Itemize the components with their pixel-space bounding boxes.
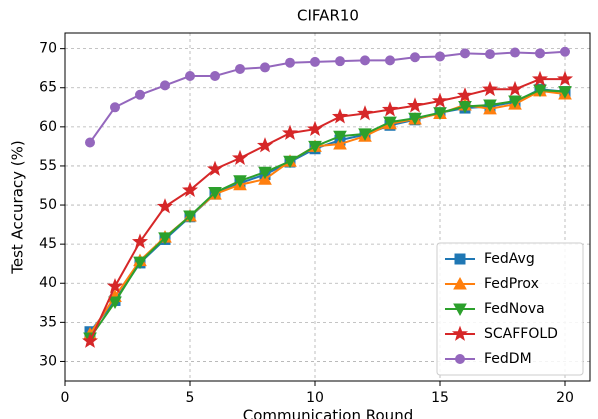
marker	[106, 277, 124, 294]
marker	[431, 92, 449, 108]
legend: FedAvg FedProx FedNova SCAFFOLD FedDM	[436, 242, 584, 376]
x-tick-label: 5	[186, 390, 195, 406]
marker	[333, 137, 347, 150]
marker	[453, 303, 467, 317]
y-tick-label: 35	[39, 314, 57, 330]
marker	[531, 70, 549, 86]
y-tick-label: 70	[39, 41, 57, 57]
marker	[451, 325, 469, 341]
marker	[356, 105, 374, 121]
marker	[533, 84, 547, 98]
y-tick-label: 60	[39, 119, 57, 135]
legend-label: SCAFFOLD	[484, 326, 558, 342]
y-tick-label: 30	[39, 353, 57, 369]
legend-label: FedNova	[484, 301, 545, 317]
marker	[81, 332, 99, 348]
marker	[183, 210, 197, 224]
marker	[485, 49, 495, 60]
marker	[381, 101, 399, 117]
x-tick-label: 10	[306, 390, 324, 406]
marker	[235, 63, 245, 74]
marker	[454, 253, 466, 265]
marker	[210, 71, 220, 82]
marker	[181, 181, 199, 198]
marker	[558, 86, 572, 99]
marker	[408, 112, 422, 126]
y-tick-label: 50	[39, 197, 57, 213]
y-tick-label: 45	[39, 236, 57, 252]
marker	[453, 276, 467, 290]
marker	[108, 296, 122, 310]
chart-title: CIFAR10	[297, 7, 359, 25]
marker	[158, 232, 172, 245]
marker	[510, 47, 520, 58]
marker	[481, 80, 499, 97]
marker	[160, 80, 170, 91]
marker	[231, 149, 249, 165]
x-axis-label: Communication Round	[243, 407, 413, 419]
x-tick-label: 0	[61, 390, 70, 406]
legend-box	[436, 242, 584, 376]
marker	[308, 140, 322, 154]
marker	[135, 89, 145, 100]
marker	[560, 46, 570, 57]
marker	[358, 128, 372, 141]
plot-frame	[64, 32, 591, 382]
marker	[506, 80, 524, 97]
marker	[410, 52, 420, 63]
marker	[435, 51, 445, 62]
marker	[281, 124, 299, 140]
marker	[110, 102, 120, 113]
series-line	[89, 50, 566, 144]
marker	[256, 137, 274, 153]
y-tick-label: 55	[39, 158, 57, 174]
marker	[406, 97, 424, 113]
marker	[283, 155, 297, 169]
marker	[335, 56, 345, 67]
x-tick-label: 20	[556, 390, 574, 406]
legend-label: FedDM	[484, 351, 532, 367]
marker	[133, 256, 147, 270]
marker	[508, 95, 522, 109]
marker	[458, 101, 472, 114]
marker	[383, 116, 397, 130]
y-axis-label: Test Accuracy (%)	[9, 140, 27, 275]
marker	[360, 55, 370, 66]
marker	[233, 175, 247, 188]
marker	[260, 62, 270, 73]
x-tick-label: 15	[431, 390, 449, 406]
marker	[535, 48, 545, 59]
marker	[285, 57, 295, 68]
marker	[331, 108, 349, 124]
legend-label: FedAvg	[484, 251, 535, 267]
marker	[85, 137, 95, 148]
marker	[460, 48, 470, 59]
marker	[258, 166, 272, 180]
marker	[156, 198, 174, 214]
marker	[306, 120, 324, 137]
marker	[310, 56, 320, 67]
y-tick-label: 40	[39, 275, 57, 291]
marker	[456, 87, 474, 103]
marker	[483, 99, 497, 112]
marker	[556, 70, 574, 86]
marker	[385, 55, 395, 66]
marker	[185, 71, 195, 82]
marker	[333, 130, 347, 144]
marker	[208, 187, 222, 200]
y-tick-label: 65	[39, 80, 57, 96]
marker	[455, 354, 465, 364]
marker	[433, 107, 447, 120]
legend-label: FedProx	[484, 276, 539, 292]
marker	[206, 160, 224, 176]
marker	[131, 233, 149, 249]
